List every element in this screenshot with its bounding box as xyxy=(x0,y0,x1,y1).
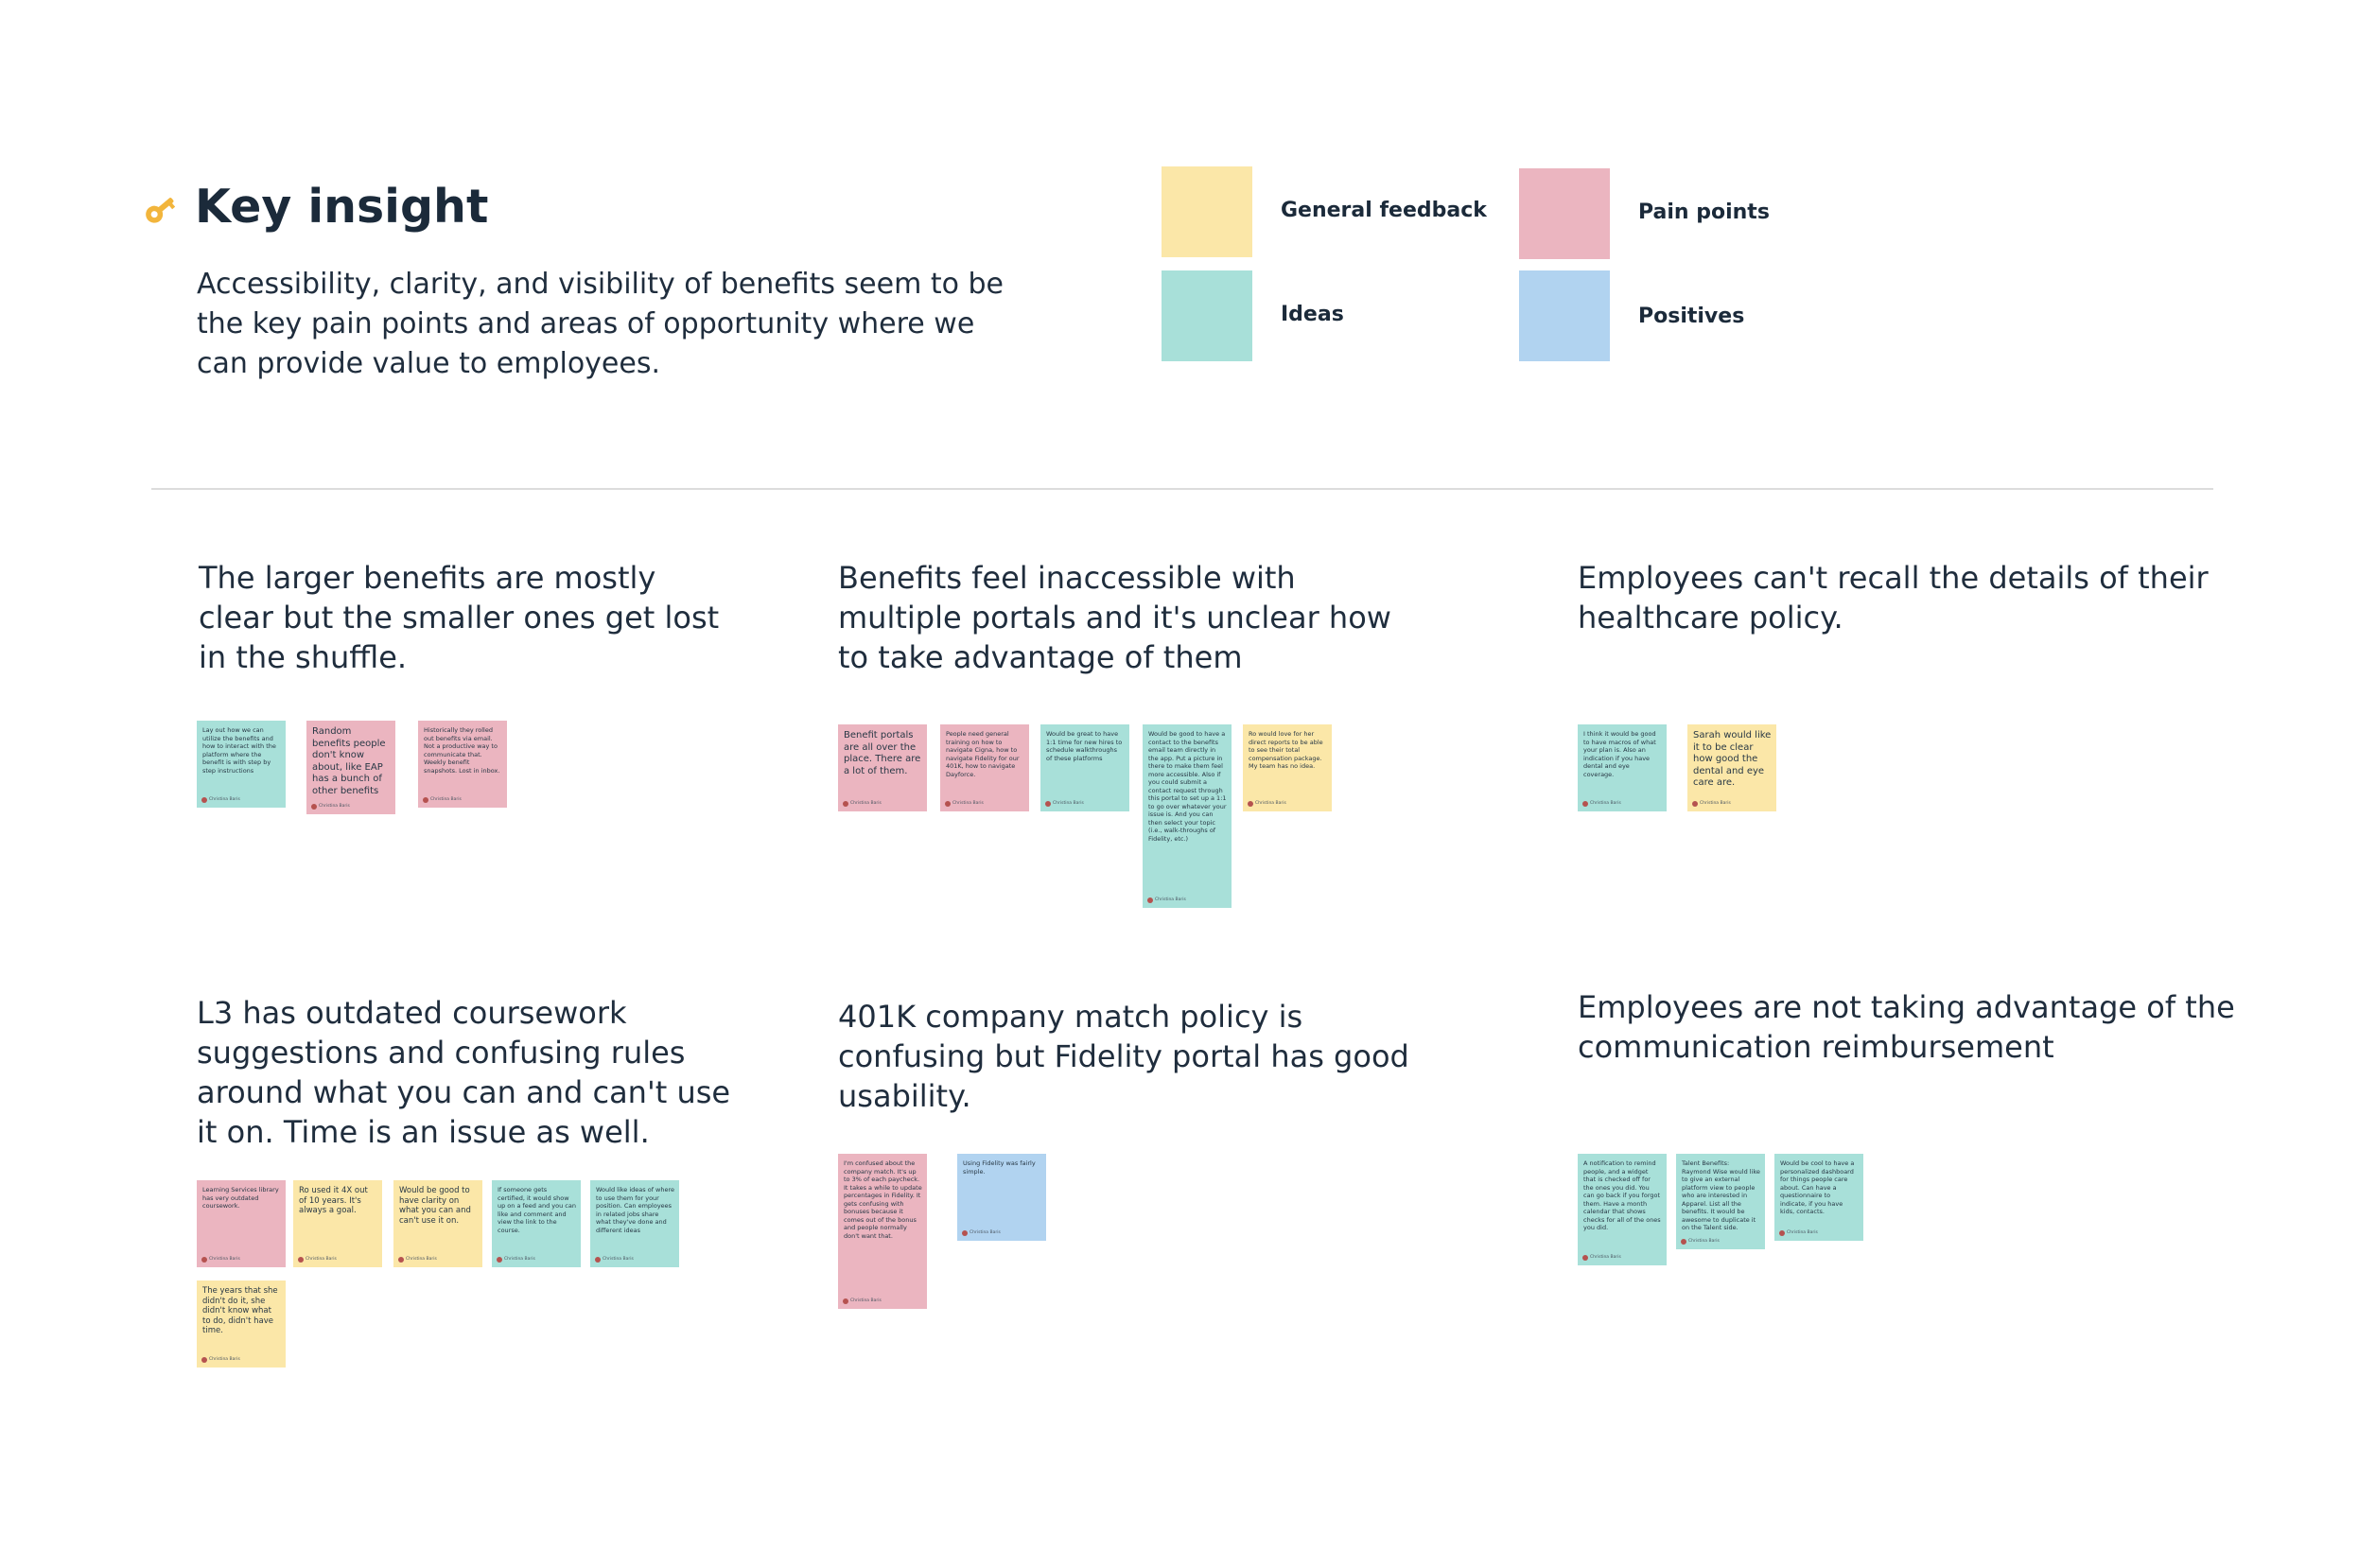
note-text: Ro would love for her direct reports to … xyxy=(1249,730,1323,770)
sticky-note[interactable]: The years that she didn't do it, she did… xyxy=(197,1281,286,1368)
note-text: Would be good to have a contact to the b… xyxy=(1148,730,1227,843)
note-author: Christina Baris xyxy=(201,1357,240,1363)
legend-swatch-positives xyxy=(1519,270,1610,361)
note-text: A notification to remind people, and a w… xyxy=(1583,1159,1661,1231)
note-author: Christina Baris xyxy=(298,1257,337,1263)
note-text: Would be good to have clarity on what yo… xyxy=(399,1186,471,1226)
legend: General feedback Pain points Ideas Posit… xyxy=(1160,165,1803,363)
legend-label-positives: Positives xyxy=(1638,305,1745,328)
sticky-note[interactable]: Using Fidelity was fairly simple. Christ… xyxy=(957,1154,1046,1241)
note-author: Christina Baris xyxy=(1045,801,1084,807)
sticky-note[interactable]: People need general training on how to n… xyxy=(940,724,1029,811)
page-title: Key insight xyxy=(195,180,489,234)
note-text: I think it would be good to have macros … xyxy=(1583,730,1656,778)
sticky-note[interactable]: I'm confused about the company match. It… xyxy=(838,1154,927,1309)
legend-swatch-pain-points xyxy=(1519,168,1610,259)
note-text: Using Fidelity was fairly simple. xyxy=(963,1159,1036,1176)
note-author: Christina Baris xyxy=(843,801,882,807)
note-author: Christina Baris xyxy=(1582,801,1621,807)
group-title: Employees can't recall the details of th… xyxy=(1578,560,2209,636)
sticky-note[interactable]: I think it would be good to have macros … xyxy=(1578,724,1667,811)
note-text: Talent Benefits: Raymond Wise would like… xyxy=(1682,1159,1760,1231)
sticky-note[interactable]: Ro used it 4X out of 10 years. It's alwa… xyxy=(293,1180,382,1267)
note-author: Christina Baris xyxy=(1147,897,1186,903)
sticky-note[interactable]: Would be cool to have a personalized das… xyxy=(1774,1154,1863,1241)
note-author: Christina Baris xyxy=(595,1257,634,1263)
legend-swatch-general-feedback xyxy=(1162,166,1252,257)
sticky-note[interactable]: Ro would love for her direct reports to … xyxy=(1243,724,1332,811)
note-text: I'm confused about the company match. It… xyxy=(844,1159,922,1240)
note-text: Benefit portals are all over the place. … xyxy=(844,730,921,776)
sticky-note[interactable]: Would be good to have a contact to the b… xyxy=(1143,724,1232,908)
sticky-note[interactable]: A notification to remind people, and a w… xyxy=(1578,1154,1667,1265)
note-author: Christina Baris xyxy=(311,804,350,810)
group-title: Employees are not taking advantage of th… xyxy=(1578,989,2235,1065)
insight-group: 401K company match policy is confusing b… xyxy=(838,997,1424,1318)
note-author: Christina Baris xyxy=(1248,801,1286,807)
note-author: Christina Baris xyxy=(1681,1238,1720,1245)
key-icon xyxy=(140,189,178,227)
note-author: Christina Baris xyxy=(945,801,984,807)
note-text: People need general training on how to n… xyxy=(946,730,1020,778)
legend-label-pain-points: Pain points xyxy=(1638,200,1770,224)
note-author: Christina Baris xyxy=(843,1298,882,1304)
sticky-note[interactable]: Learning Services library has very outda… xyxy=(197,1180,286,1267)
sticky-note[interactable]: Would be good to have clarity on what yo… xyxy=(393,1180,482,1267)
note-text: Ro used it 4X out of 10 years. It's alwa… xyxy=(299,1186,368,1215)
group-title: 401K company match policy is confusing b… xyxy=(838,999,1409,1114)
legend-label-general-feedback: General feedback xyxy=(1281,199,1487,222)
note-text: Learning Services library has very outda… xyxy=(202,1186,279,1210)
note-author: Christina Baris xyxy=(201,1257,240,1263)
legend-swatch-ideas xyxy=(1162,270,1252,361)
note-text: The years that she didn't do it, she did… xyxy=(202,1286,278,1335)
insight-group: Benefits feel inaccessible with multiple… xyxy=(838,558,1424,917)
insight-group: The larger benefits are mostly clear but… xyxy=(197,558,728,842)
sticky-note[interactable]: If someone gets certified, it would show… xyxy=(492,1180,581,1267)
note-author: Christina Baris xyxy=(1582,1255,1621,1261)
insight-text: Accessibility, clarity, and visibility o… xyxy=(197,268,1004,380)
note-text: Lay out how we can utilize the benefits … xyxy=(202,726,276,775)
group-title: L3 has outdated coursework suggestions a… xyxy=(197,995,731,1150)
note-text: Sarah would like it to be clear how good… xyxy=(1693,730,1772,788)
divider xyxy=(151,488,2213,490)
sticky-note[interactable]: Historically they rolled out benefits vi… xyxy=(418,721,507,808)
insight-group: L3 has outdated coursework suggestions a… xyxy=(197,993,745,1381)
note-text: If someone gets certified, it would show… xyxy=(498,1186,576,1234)
note-text: Historically they rolled out benefits vi… xyxy=(424,726,500,775)
sticky-note[interactable]: Talent Benefits: Raymond Wise would like… xyxy=(1676,1154,1765,1249)
note-author: Christina Baris xyxy=(962,1230,1001,1236)
sticky-note[interactable]: Would be great to have 1:1 time for new … xyxy=(1040,724,1129,811)
note-author: Christina Baris xyxy=(398,1257,437,1263)
sticky-note[interactable]: Random benefits people don't know about,… xyxy=(306,721,395,814)
note-text: Random benefits people don't know about,… xyxy=(312,726,386,796)
insight-group: Employees can't recall the details of th… xyxy=(1578,558,2259,842)
note-author: Christina Baris xyxy=(201,797,240,803)
note-author: Christina Baris xyxy=(1779,1230,1818,1236)
note-author: Christina Baris xyxy=(423,797,462,803)
insight-group: Employees are not taking advantage of th… xyxy=(1578,987,2259,1271)
sticky-note[interactable]: Benefit portals are all over the place. … xyxy=(838,724,927,811)
note-author: Christina Baris xyxy=(497,1257,535,1263)
note-text: Would be great to have 1:1 time for new … xyxy=(1046,730,1123,762)
note-text: Would like ideas of where to use them fo… xyxy=(596,1186,675,1234)
group-title: The larger benefits are mostly clear but… xyxy=(199,560,720,675)
sticky-note[interactable]: Lay out how we can utilize the benefits … xyxy=(197,721,286,808)
note-author: Christina Baris xyxy=(1692,801,1731,807)
sticky-note[interactable]: Sarah would like it to be clear how good… xyxy=(1687,724,1776,811)
sticky-note[interactable]: Would like ideas of where to use them fo… xyxy=(590,1180,679,1267)
note-text: Would be cool to have a personalized das… xyxy=(1780,1159,1855,1215)
group-title: Benefits feel inaccessible with multiple… xyxy=(838,560,1391,675)
legend-label-ideas: Ideas xyxy=(1281,303,1344,326)
